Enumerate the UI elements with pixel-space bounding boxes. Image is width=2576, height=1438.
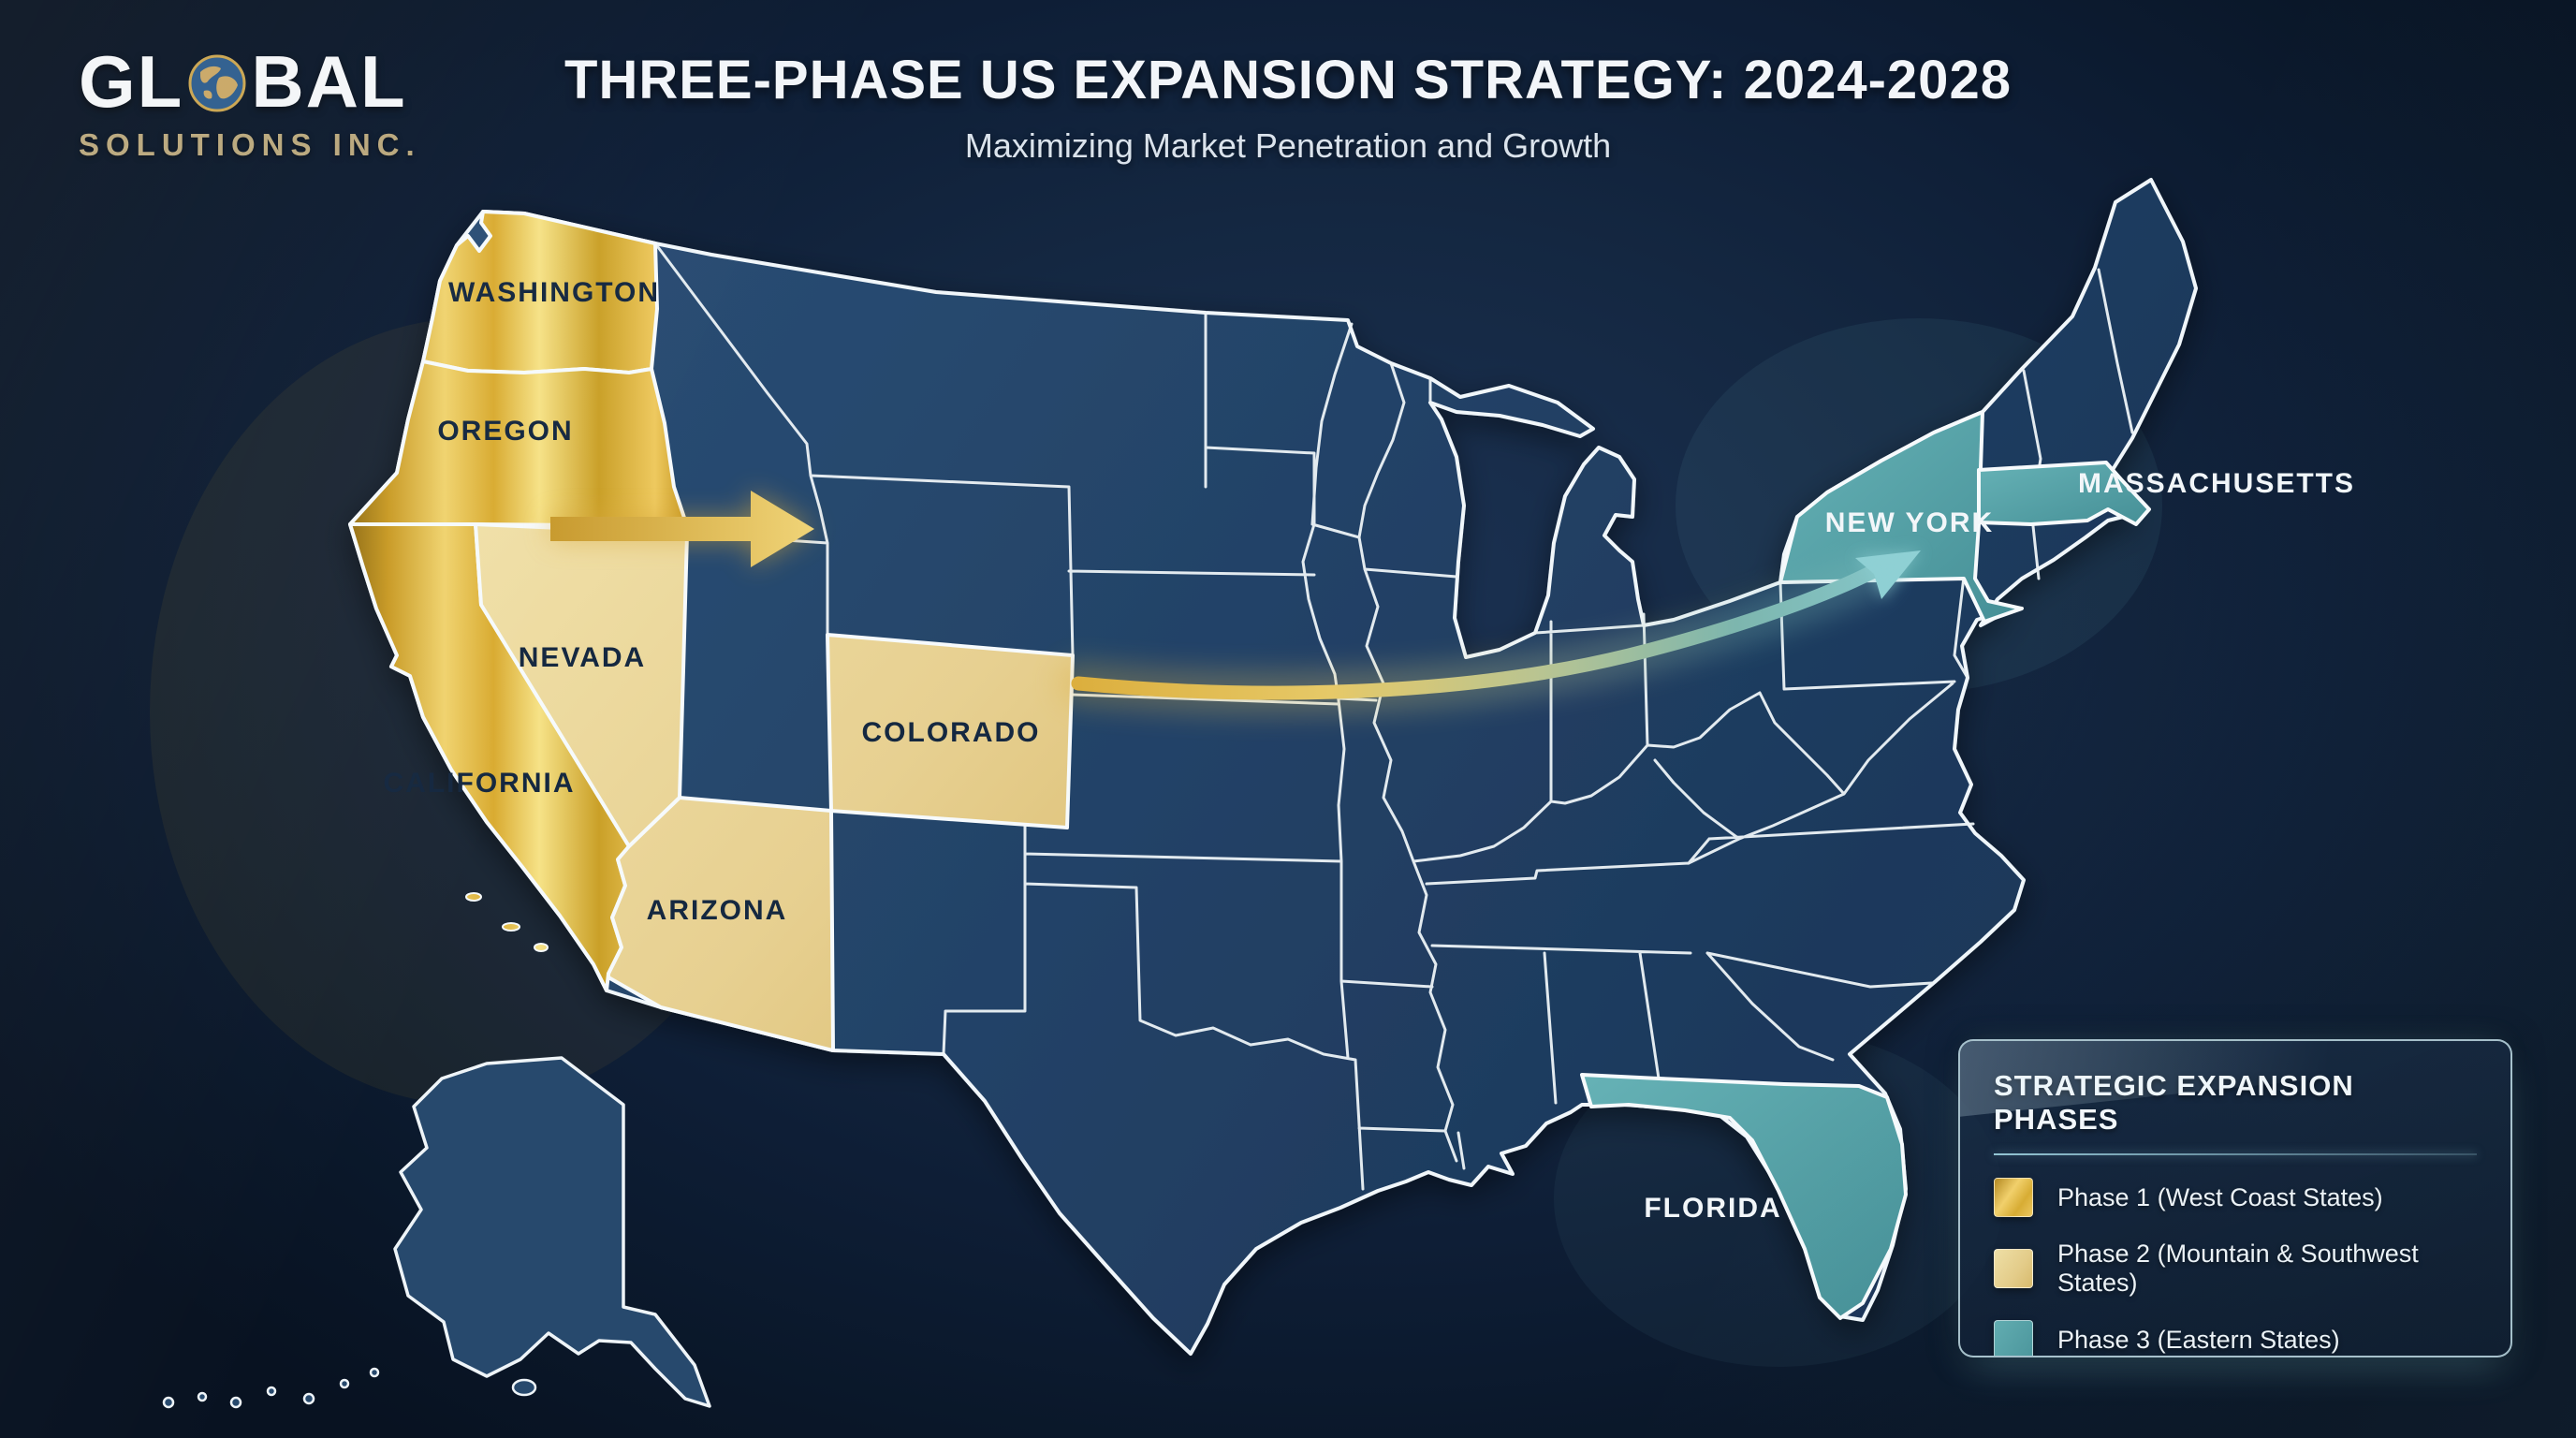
- label-colorado: COLORADO: [862, 717, 1041, 748]
- logo-subtitle: SOLUTIONS INC.: [79, 127, 421, 162]
- legend-item-phase1: Phase 1 (West Coast States): [1994, 1178, 2477, 1217]
- alaska: [162, 1056, 711, 1409]
- state-oregon: [348, 360, 689, 528]
- legend-panel: STRATEGIC EXPANSION PHASES Phase 1 (West…: [1958, 1039, 2512, 1357]
- label-arizona: ARIZONA: [647, 895, 788, 926]
- state-labels: WASHINGTON OREGON NEVADA CALIFORNIA COLO…: [384, 277, 2355, 1224]
- label-california: CALIFORNIA: [384, 768, 576, 799]
- state-colorado: [826, 633, 1075, 829]
- phase3-swatch: [1994, 1320, 2033, 1356]
- legend-title: STRATEGIC EXPANSION PHASES: [1994, 1069, 2354, 1136]
- phase1-states: [348, 210, 689, 992]
- phase1-swatch: [1994, 1178, 2033, 1217]
- state-florida: [1580, 1073, 1908, 1320]
- company-logo: GL BAL SOLUTIONS INC.: [79, 45, 421, 163]
- arrow-phase2-to-phase3: [1056, 550, 1921, 716]
- label-florida: FLORIDA: [1644, 1193, 1781, 1224]
- phase2-states: [474, 522, 1075, 1052]
- state-massachusetts: [1977, 461, 2151, 526]
- state-arizona: [607, 796, 835, 1052]
- legend-item-phase3: Phase 3 (Eastern States): [1994, 1320, 2477, 1356]
- logo-wordmark: GL BAL: [79, 45, 421, 118]
- phase1-label: Phase 1 (West Coast States): [2057, 1182, 2383, 1211]
- phase2-label: Phase 2 (Mountain & Southwest States): [2057, 1240, 2419, 1297]
- channel-islands: [465, 892, 549, 952]
- legend-item-phase2: Phase 2 (Mountain & Southwest States): [1994, 1240, 2477, 1298]
- globe-icon: [187, 51, 247, 112]
- phase3-label: Phase 3 (Eastern States): [2057, 1325, 2340, 1354]
- logo-text-prefix: GL: [79, 40, 184, 123]
- state-borders: [653, 242, 2134, 1191]
- phase2-swatch: [1994, 1249, 2033, 1288]
- arrow-phase1-to-phase2: [550, 491, 814, 567]
- label-massachusetts: MASSACHUSETTS: [2078, 468, 2355, 499]
- legend-divider: [1994, 1153, 2477, 1155]
- aleutian-islands: [162, 1367, 537, 1409]
- label-nevada: NEVADA: [519, 642, 646, 673]
- label-oregon: OREGON: [437, 416, 573, 447]
- label-new-york: NEW YORK: [1825, 507, 1994, 538]
- label-washington: WASHINGTON: [448, 277, 660, 308]
- logo-text-suffix: BAL: [251, 40, 407, 123]
